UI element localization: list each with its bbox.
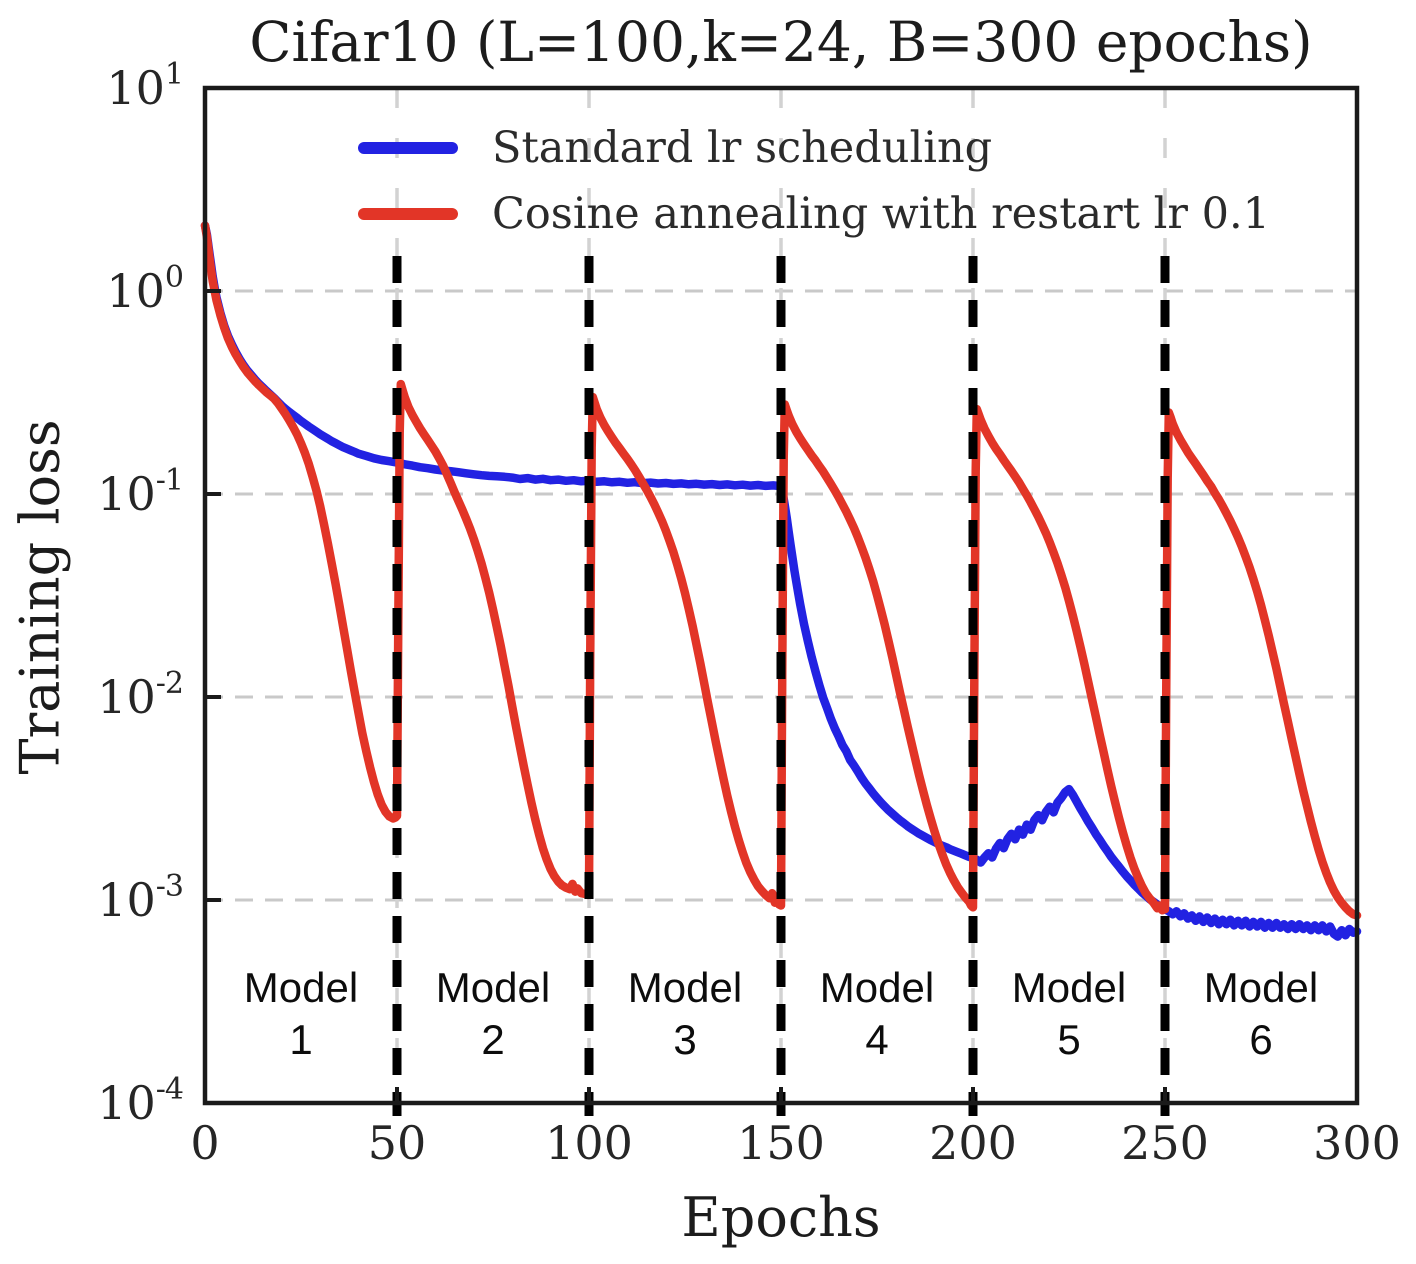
x-axis-label: Epochs [681,1186,881,1249]
y-tick-1e-3: 10-3 [97,868,184,928]
legend-entry-standard: Standard lr scheduling [358,122,1270,174]
model-label-1: Model 1 [243,964,359,1063]
y-tick-1e-4: 10-4 [97,1071,184,1131]
x-tick-200: 200 [929,1116,1017,1170]
x-tick-100: 100 [545,1116,633,1170]
y-tick-1e0: 100 [106,259,184,319]
legend-label-cosine: Cosine annealing with restart lr 0.1 [492,188,1270,239]
legend-line-red-icon [358,208,458,220]
red-curve-cosine-restart [200,221,1362,920]
chart-title: Cifar10 (L=100,k=24, B=300 epochs) [249,10,1313,74]
model-label-4: Model 4 [819,964,935,1063]
y-tick-1e-2: 10-2 [97,665,184,725]
legend-label-standard: Standard lr scheduling [492,122,993,173]
x-tick-300: 300 [1313,1116,1401,1170]
y-axis-label: Training loss [8,419,72,775]
legend-line-blue-icon [358,142,458,154]
legend-entry-cosine: Cosine annealing with restart lr 0.1 [358,188,1270,240]
model-label-5: Model 5 [1011,964,1127,1063]
x-tick-250: 250 [1121,1116,1209,1170]
y-tick-1e1: 101 [106,56,184,116]
blue-curve-standard-lr [200,221,1362,941]
x-tick-50: 50 [367,1116,427,1170]
x-tick-150: 150 [737,1116,825,1170]
model-label-3: Model 3 [627,964,743,1063]
x-tick-0: 0 [190,1116,220,1170]
model-label-6: Model 6 [1203,964,1319,1063]
plot-border [202,85,1360,1106]
y-tick-1e-1: 10-1 [97,462,184,522]
model-label-2: Model 2 [435,964,551,1063]
legend: Standard lr scheduling Cosine annealing … [358,122,1270,254]
